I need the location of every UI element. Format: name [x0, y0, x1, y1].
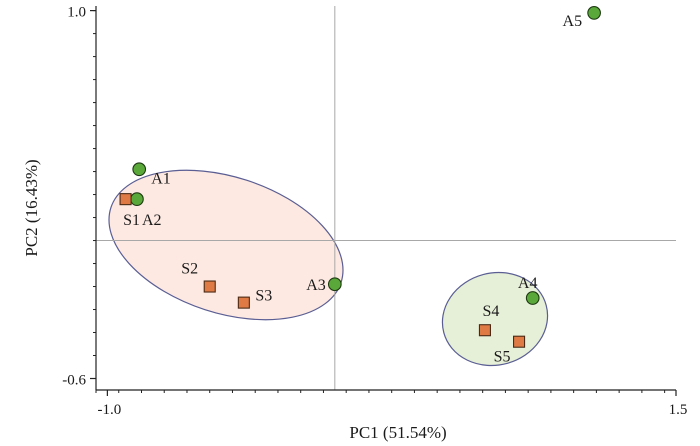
- group-ellipse: [108, 169, 344, 321]
- point-s1: [119, 193, 132, 206]
- point-a3: [327, 277, 342, 292]
- data-points: [119, 6, 601, 348]
- point-s4: [478, 324, 491, 337]
- point-s3-label: S3: [255, 288, 272, 305]
- point-a1: [132, 162, 147, 177]
- point-s5: [513, 335, 526, 348]
- point-s5-label: S5: [494, 349, 511, 366]
- point-s3: [237, 296, 250, 309]
- point-s4-label: S4: [482, 303, 499, 320]
- point-a5: [587, 6, 601, 20]
- point-a2: [130, 192, 144, 206]
- x-axis-label: PC1 (51.54%): [349, 423, 446, 442]
- point-a4: [525, 291, 540, 305]
- point-a4-label: A4: [518, 275, 538, 292]
- point-s2-label: S2: [181, 261, 198, 278]
- axes: -1.0 1.5 1.0 -0.6: [62, 5, 687, 418]
- point-a3-label: A3: [306, 277, 326, 294]
- point-s2: [203, 280, 216, 293]
- point-a5-label: A5: [563, 13, 583, 30]
- y-tick-label: -0.6: [62, 373, 86, 389]
- point-a2-label: A2: [142, 212, 162, 229]
- y-axis-label: PC2 (16.43%): [22, 159, 41, 256]
- x-tick-label: 1.5: [669, 402, 688, 418]
- reference-lines: [96, 6, 676, 390]
- x-tick-label: -1.0: [97, 402, 121, 418]
- y-tick-label: 1.0: [67, 5, 86, 21]
- point-s1-label: S1: [123, 212, 140, 229]
- point-labels: A1 A2 A3 A4 A5 S1 S2 S3 S4 S5: [123, 13, 582, 366]
- point-a1-label: A1: [151, 170, 171, 187]
